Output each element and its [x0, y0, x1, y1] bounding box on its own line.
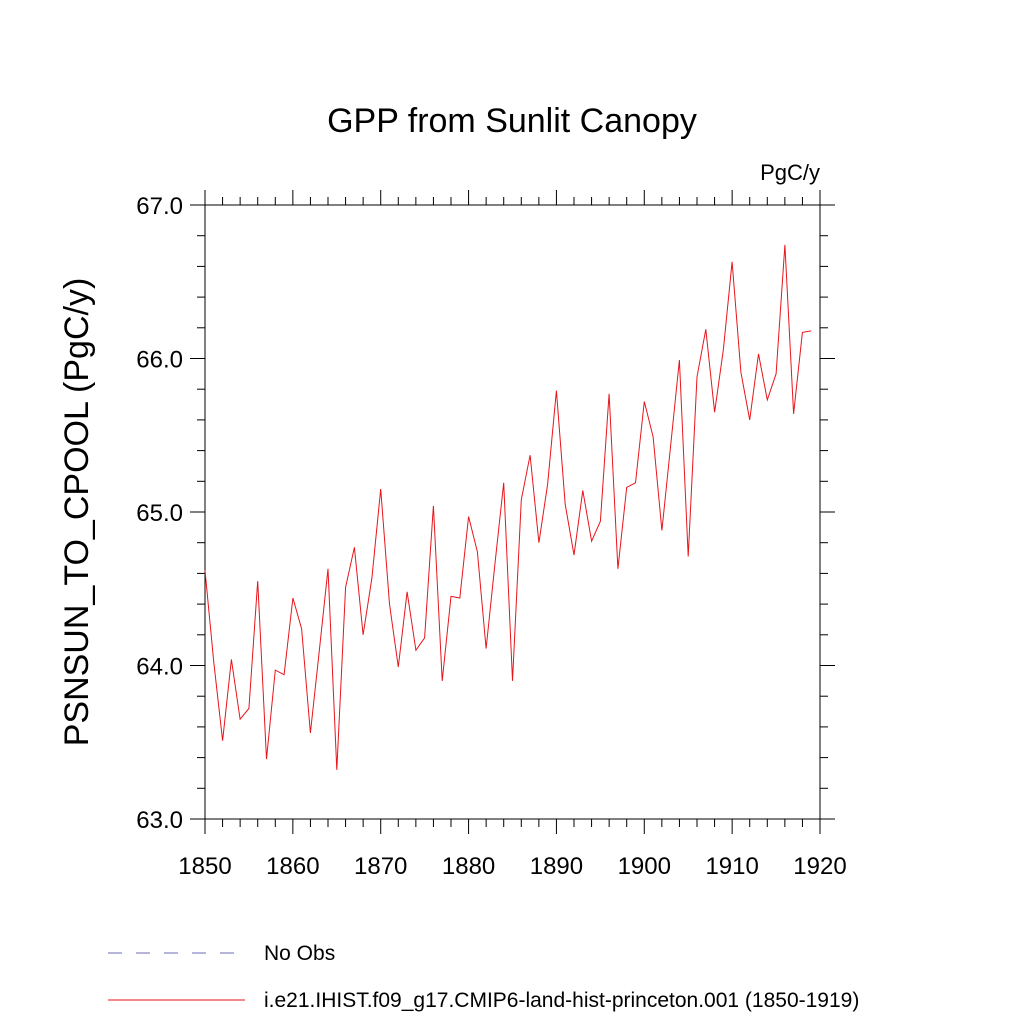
series-line [204, 244, 812, 770]
plot-frame [204, 204, 821, 820]
y-tick-label: 63.0 [136, 807, 183, 834]
x-tick-label: 1890 [530, 853, 583, 880]
x-tick-label: 1910 [705, 853, 758, 880]
chart-title: GPP from Sunlit Canopy [327, 102, 697, 140]
x-tick-label: 1900 [618, 853, 671, 880]
y-tick-label: 65.0 [136, 500, 183, 527]
series-layer [204, 244, 812, 770]
y-tick-label: 67.0 [136, 193, 183, 220]
y-tick-label: 66.0 [136, 347, 183, 374]
units-label: PgC/y [760, 160, 820, 185]
x-tick-label: 1870 [354, 853, 407, 880]
x-tick-label: 1850 [178, 853, 231, 880]
legend-label-no-obs: No Obs [264, 942, 335, 965]
legend: No Obs i.e21.IHIST.f09_g17.CMIP6-land-hi… [108, 942, 859, 1012]
x-tick-label: 1860 [266, 853, 319, 880]
x-tick-label: 1880 [442, 853, 495, 880]
axis-ticks [190, 190, 835, 834]
y-tick-label: 64.0 [136, 654, 183, 681]
x-tick-label: 1920 [793, 853, 846, 880]
y-axis-label: PSNSUN_TO_CPOOL (PgC/y) [58, 278, 96, 747]
legend-label-model: i.e21.IHIST.f09_g17.CMIP6-land-hist-prin… [264, 989, 859, 1012]
tick-labels: 1850 1860 1870 1880 1890 1900 1910 1920 63.0 64.0… [136, 193, 846, 880]
